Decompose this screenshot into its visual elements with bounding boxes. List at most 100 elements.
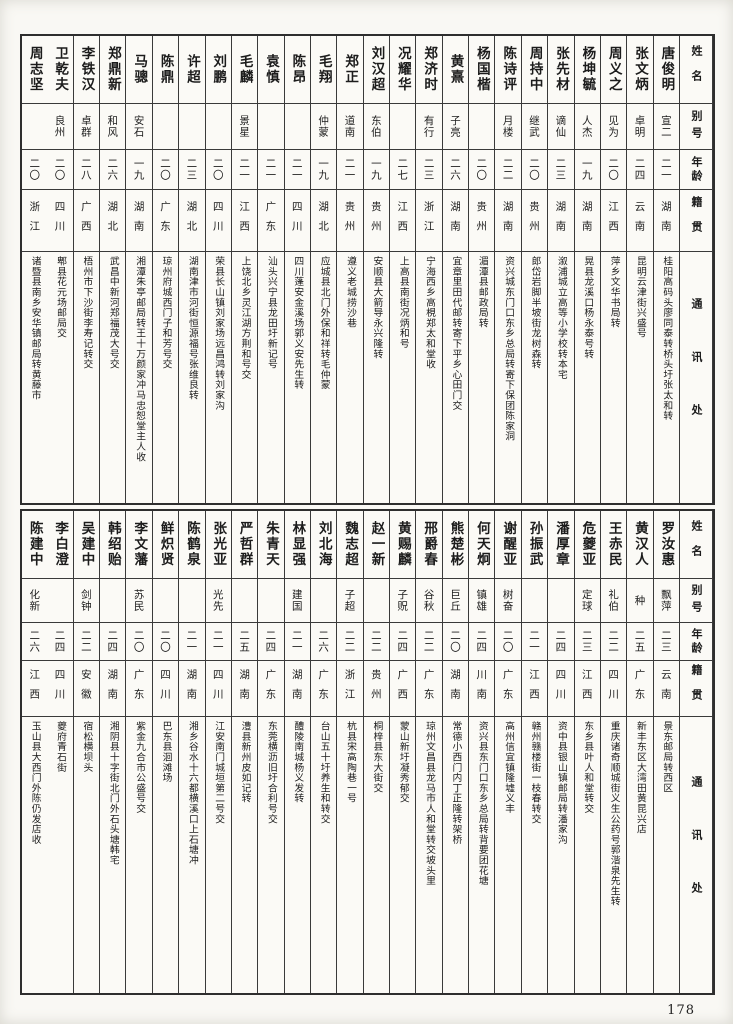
person-native-cell: 湖南	[231, 661, 258, 717]
person-address-cell: 桂阳高码头廖同泰转桥头圩张太和转	[661, 256, 673, 421]
person-column: 陈昂 二一 四川 四川蓬安金溪场郭义安先生转	[284, 36, 311, 503]
person-name-cell: 魏志超	[337, 511, 363, 579]
person-name-cell: 唐俊明	[653, 36, 679, 104]
person-name-cell: 潘厚章	[548, 511, 574, 579]
person-age-cell: 二一	[284, 150, 310, 190]
person-age-cell: 二四	[469, 623, 495, 661]
person-age-cell: 二四	[258, 623, 284, 661]
person-alias-cell: 光先	[205, 579, 231, 623]
person-age-cell: 二二	[337, 623, 363, 661]
header-native-label: 籍贯	[690, 195, 703, 246]
person-alias-cell: 礼伯	[600, 579, 627, 623]
person-address-cell: 荣县长山镇刘家场远昌鸿转刘家沟	[213, 256, 225, 411]
person-name-cell: 陈昂	[284, 36, 310, 104]
person-address-cell: 溆浦城立高等小学校转本宅	[555, 256, 567, 380]
person-address-cell: 郎岱岩脚半坡街龙树森转	[529, 256, 541, 370]
person-age-cell: 二一	[205, 623, 231, 661]
person-age-cell: 二〇	[205, 150, 231, 190]
person-name-cell: 周义之	[600, 36, 627, 104]
person-native-cell: 广东	[258, 190, 284, 252]
person-address-cell: 资中县银山镇邮局转潘家沟	[555, 721, 567, 845]
person-address-cell: 湘潭朱亭邮局转王十万颜家冲马忠恕堂主人收	[134, 256, 146, 462]
person-name-cell: 何天炯	[469, 511, 495, 579]
person-address-cell: 资兴城东门口东乡总局转寄下保团陈家洞	[503, 256, 515, 442]
person-native-cell: 四川	[152, 661, 179, 717]
person-name-cell: 朱青天	[258, 511, 284, 579]
person-column: 黄汉人 种 二五 广东 新丰东区大湾田黄昆兴店	[627, 511, 654, 993]
person-native-cell: 云南	[627, 190, 653, 252]
header-column: 姓名 别号 年龄 籍贯 通讯处	[680, 36, 713, 503]
person-column: 陈鼎 二〇 广东 琼州府城西门子和芳号交	[152, 36, 180, 503]
person-address-cell: 昆明云津街兴盛号	[634, 256, 646, 339]
person-column: 李白澄 二四 四川 夔府青石街	[47, 511, 74, 993]
person-column: 严哲群 二五 湖南 澧县新州皮如记转	[231, 511, 259, 993]
person-column: 马骢 安石 一九 湖南 湘潭朱亭邮局转王十万颜家冲马忠恕堂主人收	[126, 36, 153, 503]
person-address-cell: 东莞横沥旧圩合利号交	[265, 721, 277, 824]
person-age-cell: 二三	[416, 150, 442, 190]
person-column: 孙振武 二一 江西 赣州赣楼街一枝春转交	[521, 511, 549, 993]
person-age-cell: 二五	[627, 623, 653, 661]
person-column: 刘北海 二六 广东 台山五十圩养生和转交	[310, 511, 338, 993]
person-native-cell: 江西	[600, 190, 627, 252]
person-address-cell: 夔府青石街	[55, 721, 67, 773]
person-age-cell: 二二	[600, 623, 627, 661]
person-column: 黄熹 子亮 二六 湖南 宜章里田代邮转寄下平乡心田门交	[442, 36, 470, 503]
person-alias-cell	[179, 104, 205, 150]
person-address-cell: 醴陵南城杨义发转	[292, 721, 304, 804]
person-alias-cell: 卓明	[627, 104, 653, 150]
person-alias-cell: 安石	[126, 104, 152, 150]
person-native-cell: 广东	[495, 661, 521, 717]
person-age-cell: 一九	[310, 150, 337, 190]
person-native-cell: 江西	[390, 190, 416, 252]
person-native-cell: 四川	[600, 661, 627, 717]
header-name: 姓名	[680, 511, 712, 579]
person-column: 谢醒亚 树奋 二〇 广东 高州信宜镇隆墟义丰	[495, 511, 522, 993]
person-alias-cell: 谪仙	[548, 104, 574, 150]
person-alias-cell: 镇雄	[469, 579, 495, 623]
person-age-cell: 二四	[548, 623, 574, 661]
person-column: 许超 二三 湖北 湖南津市河街恒源福号张维良转	[179, 36, 206, 503]
person-native-cell: 浙江	[22, 190, 48, 252]
person-address-cell: 台山五十圩养生和转交	[318, 721, 330, 824]
person-age-cell: 二六	[22, 623, 48, 661]
person-alias-cell	[100, 579, 126, 623]
person-name-cell: 严哲群	[231, 511, 258, 579]
person-column: 郑济时 有行 二三 浙江 宁海西乡高梘郑太和堂收	[416, 36, 443, 503]
person-column: 杨国楷 二〇 贵州 湄潭县邮政局转	[469, 36, 496, 503]
person-address-cell: 四川蓬安金溪场郭义安先生转	[292, 256, 304, 390]
person-column: 王赤民 礼伯 二二 四川 重庆诸奇顺城街义生公药号郭湝泉先生转	[600, 511, 628, 993]
person-native-cell: 广东	[416, 661, 442, 717]
person-address-cell: 上饶北乡灵江湖方荆和号交	[239, 256, 251, 380]
person-age-cell: 二〇	[600, 150, 627, 190]
person-name-cell: 罗汝惠	[653, 511, 679, 579]
person-address-cell: 汕头兴宁县龙田圩新记号	[265, 256, 277, 370]
person-alias-cell: 道南	[337, 104, 363, 150]
person-column: 张光亚 光先 二一 四川 江安南门城垣第二号交	[205, 511, 232, 993]
person-address-cell: 湄潭县邮政局转	[476, 256, 488, 329]
person-name-cell: 刘北海	[310, 511, 337, 579]
person-alias-cell: 人杰	[574, 104, 600, 150]
person-column: 卫乾夫 良州 二〇 四川 郫县花元场邮局交	[47, 36, 74, 503]
person-alias-cell: 子贶	[390, 579, 416, 623]
person-alias-cell: 子亮	[442, 104, 469, 150]
person-name-cell: 李文藩	[126, 511, 152, 579]
person-alias-cell: 宣二	[653, 104, 679, 150]
person-alias-cell: 谷秋	[416, 579, 442, 623]
person-column: 罗汝惠 飘萍 二三 云南 景东邮局转西区	[653, 511, 680, 993]
person-address-cell: 蒙山新圩凝秀郁交	[397, 721, 409, 804]
person-age-cell: 二一	[231, 150, 258, 190]
person-name-cell: 孙振武	[521, 511, 548, 579]
person-name-cell: 吴建中	[73, 511, 100, 579]
person-native-cell: 湖南	[653, 190, 679, 252]
person-address-cell: 景东邮局转西区	[661, 721, 673, 794]
person-native-cell: 贵州	[363, 661, 390, 717]
person-alias-cell: 剑钟	[73, 579, 100, 623]
person-alias-cell: 子超	[337, 579, 363, 623]
person-age-cell: 二二	[73, 623, 100, 661]
person-address-cell: 宿松横坝头	[81, 721, 93, 773]
header-age-label: 年龄	[690, 627, 703, 656]
header-age: 年龄	[680, 623, 712, 661]
person-name-cell: 周志坚	[22, 36, 48, 104]
person-native-cell: 湖南	[442, 661, 469, 717]
person-address-cell: 巴东县洄滩场	[160, 721, 172, 783]
